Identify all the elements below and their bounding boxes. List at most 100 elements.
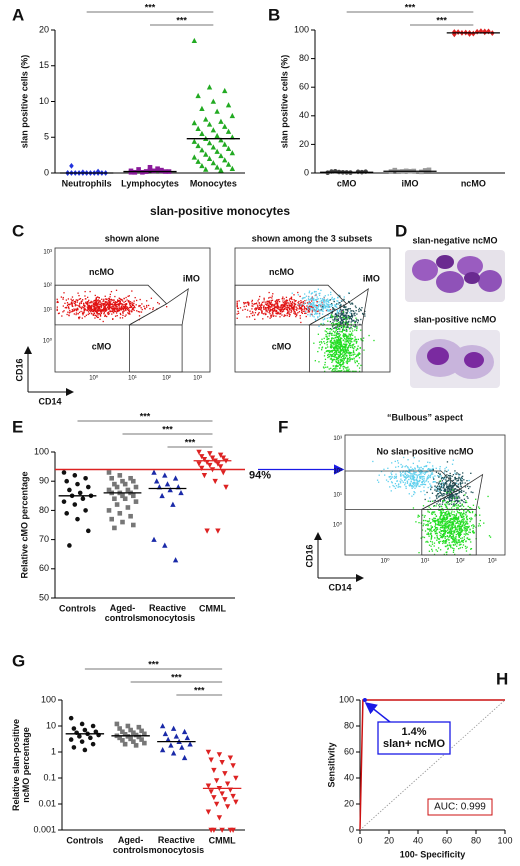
event-dot (94, 317, 96, 319)
y-tick-label: 50 (39, 592, 49, 602)
event-dot (454, 539, 456, 542)
data-point (120, 729, 125, 735)
event-dot (336, 328, 339, 331)
event-dot (445, 545, 447, 548)
event-dot (257, 306, 259, 308)
event-dot (431, 486, 433, 488)
event-dot (444, 540, 446, 542)
y-tick-label: 100 (339, 694, 354, 704)
event-dot (140, 307, 142, 309)
event-dot (465, 547, 467, 550)
event-dot (93, 314, 95, 316)
event-dot (344, 306, 346, 309)
event-dot (108, 305, 111, 307)
event-dot (269, 303, 272, 305)
event-dot (344, 341, 346, 343)
event-dot (448, 511, 450, 513)
y-tick-label: 20 (344, 798, 354, 808)
event-dot (448, 495, 450, 498)
event-dot (394, 487, 397, 489)
event-dot (449, 535, 451, 538)
event-dot (348, 352, 350, 355)
event-dot (342, 343, 345, 345)
event-dot (443, 494, 445, 497)
data-point (422, 168, 428, 173)
event-dot (95, 301, 97, 303)
event-dot (310, 303, 313, 305)
event-dot (288, 313, 290, 315)
event-dot (90, 300, 92, 303)
event-dot (82, 304, 85, 306)
event-dot (120, 306, 122, 309)
event-dot (453, 526, 456, 528)
event-dot (446, 507, 449, 510)
event-dot (463, 513, 465, 515)
event-dot (343, 324, 345, 326)
event-dot (414, 492, 416, 494)
event-dot (455, 514, 457, 517)
event-dot (309, 315, 311, 317)
event-dot (125, 314, 127, 316)
event-dot (451, 521, 453, 523)
event-dot (269, 307, 271, 309)
event-dot (338, 302, 340, 304)
event-dot (328, 351, 331, 354)
event-dot (104, 306, 106, 308)
x-tick-label: Controls (66, 835, 103, 845)
event-dot (455, 497, 457, 499)
event-dot (131, 303, 133, 305)
event-dot (322, 308, 324, 311)
event-dot (450, 526, 452, 528)
data-point (88, 735, 93, 741)
data-point (191, 37, 198, 44)
event-dot (348, 292, 350, 295)
event-dot (445, 542, 447, 544)
event-dot (75, 310, 78, 312)
event-dot (420, 475, 422, 477)
event-dot (346, 357, 349, 359)
event-dot (445, 479, 447, 481)
event-dot (329, 331, 331, 333)
event-dot (442, 501, 444, 503)
event-dot (460, 521, 463, 523)
event-dot (342, 359, 344, 362)
event-dot (460, 537, 462, 540)
event-dot (399, 486, 402, 488)
event-dot (428, 550, 431, 552)
event-dot (450, 484, 452, 486)
event-dot (402, 471, 404, 473)
event-dot (301, 308, 303, 311)
event-dot (259, 295, 261, 298)
flow-tick-label: 10¹ (128, 376, 137, 382)
event-dot (454, 493, 456, 495)
event-dot (455, 533, 457, 536)
event-dot (468, 531, 470, 533)
event-dot (326, 341, 328, 344)
event-dot (452, 479, 454, 482)
event-dot (332, 355, 335, 358)
event-dot (331, 314, 333, 317)
event-dot (457, 485, 459, 487)
event-dot (453, 531, 456, 534)
gate-label: ncMO (269, 267, 294, 277)
event-dot (410, 480, 412, 482)
event-dot (437, 496, 440, 498)
event-dot (345, 338, 347, 340)
event-dot (82, 299, 84, 301)
event-dot (419, 476, 421, 478)
event-dot (99, 314, 102, 316)
event-dot (449, 519, 451, 522)
data-point (71, 726, 77, 731)
event-dot (109, 293, 111, 296)
event-dot (412, 481, 415, 484)
data-point (195, 125, 201, 131)
event-dot (105, 300, 107, 303)
event-dot (414, 472, 416, 474)
event-dot (285, 304, 287, 306)
event-dot (448, 491, 450, 493)
event-dot (448, 503, 450, 506)
event-dot (311, 296, 313, 299)
event-dot (87, 307, 89, 309)
event-dot (330, 367, 332, 370)
event-dot (444, 488, 446, 490)
